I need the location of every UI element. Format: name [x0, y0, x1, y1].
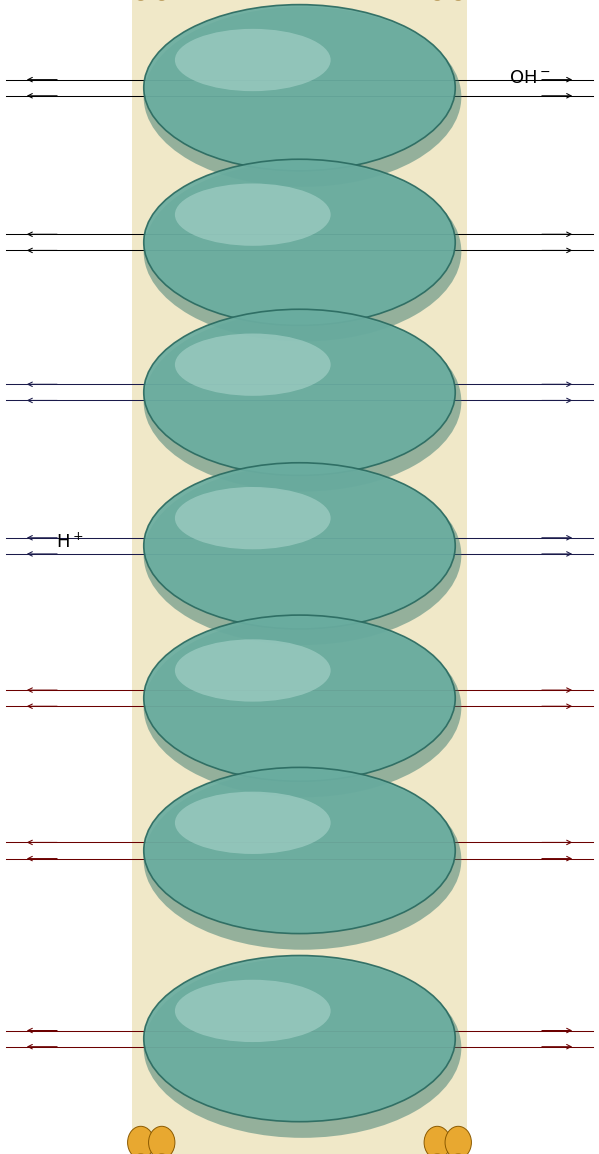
Ellipse shape: [175, 792, 331, 854]
Text: H$^+$: H$^+$: [56, 533, 84, 552]
Ellipse shape: [149, 1126, 175, 1154]
Ellipse shape: [144, 309, 455, 475]
Bar: [132, 0, 467, 1154]
Ellipse shape: [144, 617, 461, 797]
Ellipse shape: [445, 1126, 471, 1154]
Ellipse shape: [144, 465, 461, 645]
Ellipse shape: [144, 770, 461, 950]
Ellipse shape: [144, 958, 461, 1138]
Ellipse shape: [144, 767, 455, 934]
Ellipse shape: [175, 183, 331, 246]
Ellipse shape: [144, 5, 455, 171]
Ellipse shape: [128, 1126, 154, 1154]
Ellipse shape: [144, 312, 461, 492]
Ellipse shape: [144, 956, 455, 1122]
Ellipse shape: [144, 463, 455, 629]
Ellipse shape: [175, 980, 331, 1042]
Ellipse shape: [175, 639, 331, 702]
Ellipse shape: [144, 162, 461, 342]
Ellipse shape: [144, 7, 461, 187]
Ellipse shape: [424, 1126, 450, 1154]
Ellipse shape: [144, 159, 455, 325]
Ellipse shape: [175, 334, 331, 396]
Ellipse shape: [175, 29, 331, 91]
Ellipse shape: [175, 487, 331, 549]
Text: OH$^-$: OH$^-$: [509, 69, 550, 88]
Ellipse shape: [144, 615, 455, 781]
